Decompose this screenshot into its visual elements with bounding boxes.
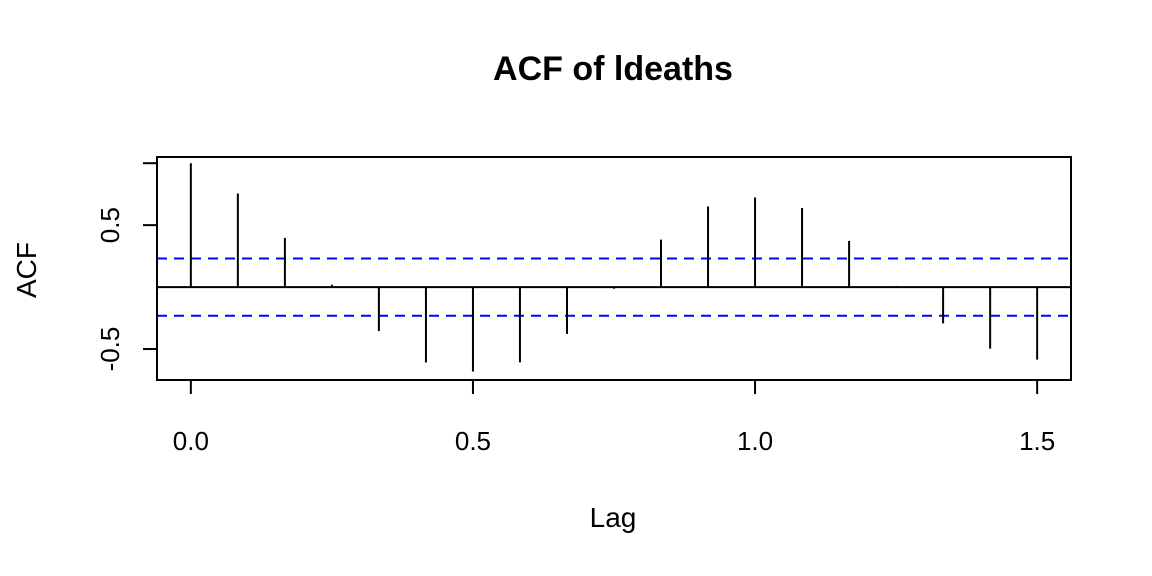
plot-marks: 0.0 0.5 1.0 1.5 -0.5 0.5 — [95, 162, 1071, 456]
x-axis-label: Lag — [590, 502, 637, 533]
y-tick-label: 0.5 — [95, 207, 125, 243]
x-tick-label: 0.0 — [173, 426, 209, 456]
x-tick-label: 0.5 — [455, 426, 491, 456]
x-tick-label: 1.0 — [737, 426, 773, 456]
y-axis-label: ACF — [11, 242, 42, 298]
x-tick-label: 1.5 — [1019, 426, 1055, 456]
chart-title: ACF of ldeaths — [493, 50, 733, 88]
y-tick-label: -0.5 — [95, 327, 125, 372]
plot-box — [156, 156, 1072, 381]
